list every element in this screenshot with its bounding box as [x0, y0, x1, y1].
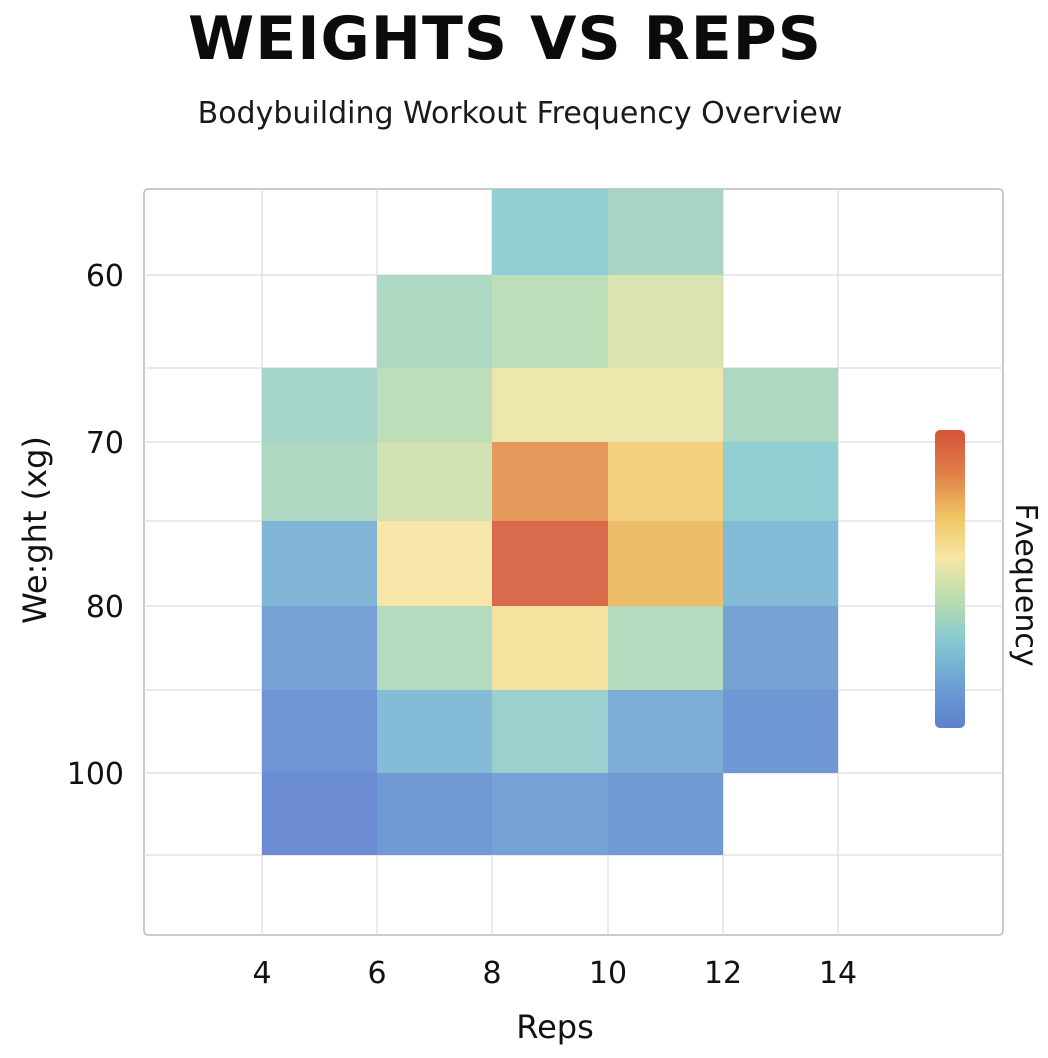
heatmap-cell — [608, 690, 723, 773]
heatmap-cell — [723, 368, 838, 442]
heatmap-cell — [492, 368, 608, 442]
x-tick-label: 10 — [589, 956, 627, 991]
heatmap-cell — [723, 690, 838, 773]
colorbar-label: Fʌequency — [1008, 503, 1043, 666]
heatmap-cell — [377, 773, 492, 855]
chart-subtitle: Bodybuilding Workout Frequency Overview — [197, 96, 843, 131]
heatmap-cell — [608, 773, 723, 855]
heatmap-cells — [262, 189, 838, 855]
heatmap-cell — [608, 606, 723, 690]
y-axis-label: We:ght (xg) — [16, 436, 54, 624]
chart-title: WEIGHTS VS REPS — [188, 4, 822, 74]
heatmap-cell — [262, 606, 377, 690]
heatmap-cell — [723, 521, 838, 606]
heatmap-cell — [377, 442, 492, 521]
heatmap-cell — [377, 275, 492, 368]
heatmap-cell — [377, 521, 492, 606]
heatmap-cell — [608, 368, 723, 442]
x-axis-label: Reps — [516, 1008, 593, 1046]
y-tick-label: 70 — [86, 426, 124, 461]
y-tick-label: 80 — [86, 590, 124, 625]
heatmap-cell — [492, 521, 608, 606]
heatmap-cell — [608, 275, 723, 368]
heatmap-cell — [723, 442, 838, 521]
heatmap-cell — [492, 442, 608, 521]
y-tick-label: 60 — [86, 259, 124, 294]
heatmap-cell — [608, 442, 723, 521]
heatmap-cell — [492, 773, 608, 855]
heatmap-cell — [492, 189, 608, 275]
x-tick-labels: 4 6 8 10 12 14 — [252, 956, 857, 991]
colorbar — [935, 430, 965, 728]
heatmap-cell — [492, 606, 608, 690]
heatmap-cell — [262, 773, 377, 855]
heatmap-cell — [377, 690, 492, 773]
heatmap-cell — [723, 606, 838, 690]
heatmap-cell — [608, 189, 723, 275]
heatmap-cell — [262, 368, 377, 442]
heatmap-cell — [377, 606, 492, 690]
x-tick-label: 8 — [482, 956, 501, 991]
heatmap-cell — [608, 521, 723, 606]
heatmap-cell — [377, 368, 492, 442]
x-tick-label: 4 — [252, 956, 271, 991]
heatmap-cell — [492, 275, 608, 368]
heatmap-cell — [262, 521, 377, 606]
heatmap-cell — [262, 690, 377, 773]
heatmap-cell — [492, 690, 608, 773]
x-tick-label: 14 — [819, 956, 857, 991]
y-tick-label: 100 — [67, 757, 124, 792]
heatmap-cell — [262, 442, 377, 521]
x-tick-label: 6 — [367, 956, 386, 991]
x-tick-label: 12 — [704, 956, 742, 991]
y-tick-labels: 60 70 80 100 — [67, 259, 124, 792]
